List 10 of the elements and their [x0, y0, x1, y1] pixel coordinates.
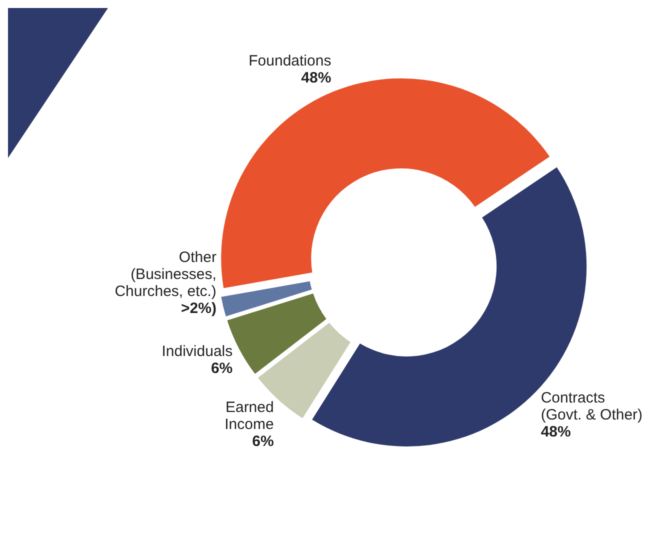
- slice-label: Contracts (Govt. & Other): [540, 389, 643, 424]
- slice-label: Earned Income: [224, 398, 274, 433]
- data-label: >2%): [180, 300, 216, 317]
- slice-label: Other (Businesses, Churches, etc.): [114, 248, 216, 300]
- data-label: 48%: [540, 423, 571, 440]
- slice-label: Foundations: [248, 52, 332, 70]
- data-label: 6%: [210, 360, 233, 377]
- slice-label: Individuals: [162, 342, 233, 360]
- data-label: 6%: [252, 432, 274, 450]
- data-label: 48%: [301, 70, 332, 87]
